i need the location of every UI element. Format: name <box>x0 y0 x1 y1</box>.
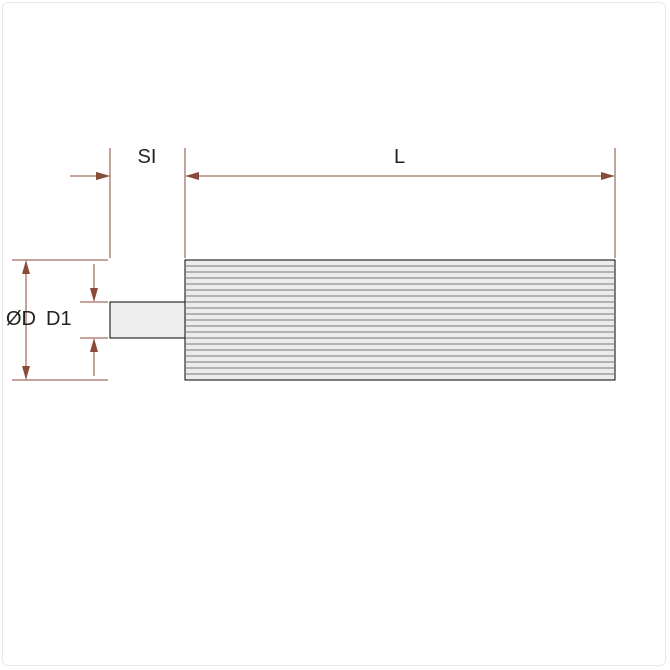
label-l: L <box>394 146 405 169</box>
drawing-svg <box>0 0 670 670</box>
label-d1: D1 <box>46 308 72 331</box>
label-si: SI <box>138 146 157 169</box>
diagram-canvas: SI L ØD D1 <box>0 0 670 670</box>
label-d: ØD <box>6 308 36 331</box>
